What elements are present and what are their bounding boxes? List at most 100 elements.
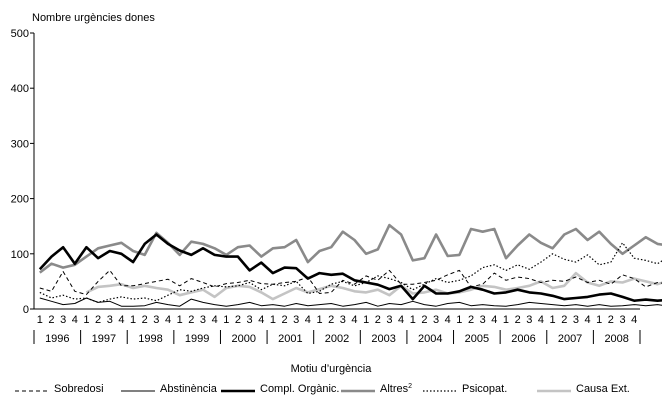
x-tick-label-year: 1997: [92, 333, 116, 345]
x-tick-label-quarter: 2: [515, 314, 521, 326]
chart: Nombre urgències dones 0100200300400500 …: [11, 12, 662, 375]
legend-item: Abstinència: [120, 383, 217, 395]
legend-swatch: [121, 390, 155, 392]
x-tick-label-quarter: 1: [37, 314, 43, 326]
x-tick-label-quarter: 2: [375, 314, 381, 326]
x-tick-label-quarter: 4: [631, 314, 637, 326]
x-tick-label-quarter: 3: [480, 314, 486, 326]
x-tick-label-year: 2003: [371, 333, 395, 345]
x-tick-label-quarter: 4: [212, 314, 218, 326]
x-tick-label-quarter: 1: [223, 314, 229, 326]
x-tick-label-quarter: 4: [491, 314, 497, 326]
x-tick-label-quarter: 3: [386, 314, 392, 326]
x-tick-label-quarter: 1: [503, 314, 509, 326]
legend-item: Causa Ext.: [536, 383, 630, 395]
x-tick-label-quarter: 1: [596, 314, 602, 326]
x-tick-label-quarter: 3: [573, 314, 579, 326]
legend-swatch: [341, 389, 375, 393]
legend-item: Psicopat.: [422, 383, 507, 395]
x-tick-label-quarter: 4: [165, 314, 171, 326]
y-axis: 0 100 200 300 400 500: [11, 28, 35, 316]
x-tick-label-quarter: 4: [258, 314, 264, 326]
x-tick-label-quarter: 1: [363, 314, 369, 326]
legend-label: Compl. Orgànic.: [260, 383, 340, 395]
x-tick-label-quarter: 4: [445, 314, 451, 326]
x-tick-label-quarter: 3: [293, 314, 299, 326]
x-tick-label-quarter: 2: [608, 314, 614, 326]
y-axis-label: Nombre urgències dones: [32, 12, 155, 24]
x-tick-label-quarter: 3: [619, 314, 625, 326]
plot-area: [38, 223, 662, 307]
x-tick-label-quarter: 3: [247, 314, 253, 326]
legend-swatch: [221, 389, 255, 393]
legend-swatch: [537, 389, 571, 393]
x-tick-label-year: 1996: [45, 333, 69, 345]
y-tick-label: 200: [11, 194, 29, 206]
x-tick-label-year: 2007: [558, 333, 582, 345]
legend-label-superscript: 2: [408, 383, 413, 390]
y-tick-label: 400: [11, 83, 29, 95]
legend-swatch: [423, 390, 457, 392]
x-axis-label: Motiu d’urgència: [291, 363, 373, 375]
legend-label: Sobredosi: [54, 383, 104, 395]
x-tick-label-year: 2001: [278, 333, 302, 345]
x-tick-label-year: 1998: [138, 333, 162, 345]
x-tick-label-quarter: 1: [83, 314, 89, 326]
x-tick-label-year: 2004: [418, 333, 442, 345]
x-tick-label-quarter: 3: [60, 314, 66, 326]
x-tick-label-quarter: 3: [107, 314, 113, 326]
x-tick-label-quarter: 4: [351, 314, 357, 326]
x-tick-label-quarter: 1: [130, 314, 136, 326]
x-tick-label-quarter: 3: [526, 314, 532, 326]
x-tick-label-year: 2000: [232, 333, 256, 345]
x-tick-label-quarter: 1: [270, 314, 276, 326]
series-line: [39, 269, 662, 296]
series-line: [39, 223, 662, 274]
x-tick-label-quarter: 1: [177, 314, 183, 326]
x-tick-label-quarter: 2: [281, 314, 287, 326]
legend-item: Altres2: [340, 383, 412, 395]
x-tick-label-quarter: 3: [200, 314, 206, 326]
legend-swatch: [15, 390, 49, 392]
legend-label: Causa Ext.: [576, 383, 630, 395]
x-tick-label-quarter: 3: [340, 314, 346, 326]
y-tick-label: 500: [11, 28, 29, 40]
x-tick-label-quarter: 2: [142, 314, 148, 326]
x-tick-label-quarter: 1: [410, 314, 416, 326]
x-tick-label-year: 2005: [465, 333, 489, 345]
x-tick-label-quarter: 4: [305, 314, 311, 326]
legend-label: Abstinència: [160, 383, 217, 395]
x-tick-label-year: 2006: [511, 333, 535, 345]
x-tick-label-quarter: 1: [456, 314, 462, 326]
x-tick-label-year: 2008: [604, 333, 628, 345]
y-tick-label: 100: [11, 249, 29, 261]
x-tick-label-quarter: 4: [72, 314, 78, 326]
legend-item: Sobredosi: [14, 383, 104, 395]
x-tick-label-quarter: 4: [584, 314, 590, 326]
x-tick-label-quarter: 2: [468, 314, 474, 326]
x-tick-label-year: 2002: [325, 333, 349, 345]
legend-item: Compl. Orgànic.: [220, 383, 339, 395]
x-tick-label-quarter: 1: [316, 314, 322, 326]
x-tick-label-quarter: 3: [433, 314, 439, 326]
legend-label: Psicopat.: [462, 383, 508, 395]
x-tick-label-quarter: 2: [561, 314, 567, 326]
x-tick-label-quarter: 4: [398, 314, 404, 326]
legend: Sobredosi Abstinència Compl. Orgànic. Altre…: [14, 383, 662, 399]
x-tick-label-year: 1999: [185, 333, 209, 345]
x-tick-label-quarter: 2: [421, 314, 427, 326]
x-tick-label-quarter: 2: [188, 314, 194, 326]
x-tick-label-quarter: 4: [118, 314, 124, 326]
y-tick-label: 300: [11, 138, 29, 150]
series-line: [85, 271, 662, 301]
x-tick-label-quarter: 1: [550, 314, 556, 326]
series-line: [39, 297, 662, 307]
x-tick-label-quarter: 2: [235, 314, 241, 326]
x-tick-label-quarter: 2: [95, 314, 101, 326]
x-tick-label-quarter: 2: [328, 314, 334, 326]
legend-label: Altres2: [380, 383, 413, 395]
x-tick-label-quarter: 3: [153, 314, 159, 326]
x-tick-label-quarter: 4: [538, 314, 544, 326]
x-tick-label-quarter: 2: [48, 314, 54, 326]
